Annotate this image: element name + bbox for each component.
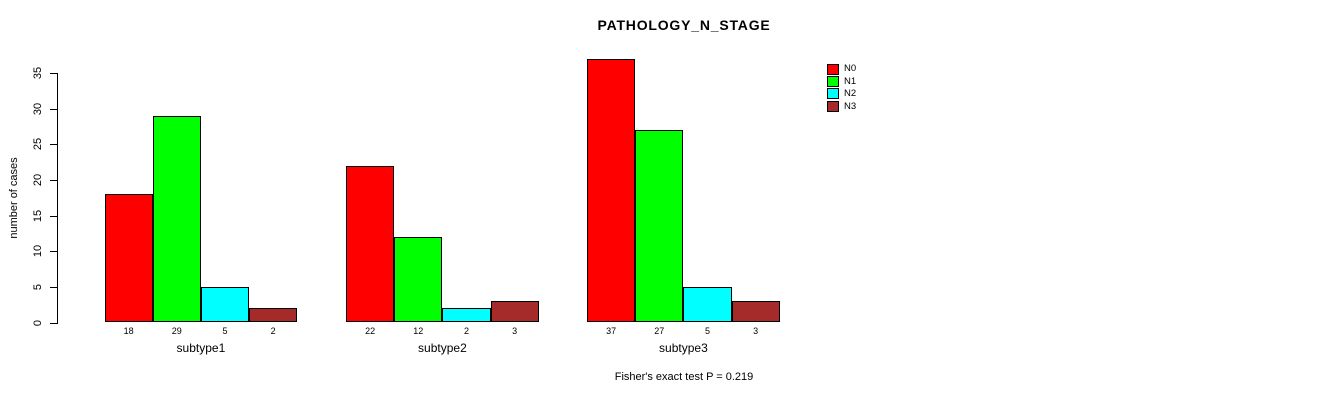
bar-value-label: 2 bbox=[270, 326, 276, 336]
fisher-test-annotation: Fisher's exact test P = 0.219 bbox=[614, 371, 754, 383]
y-tick-label: 30 bbox=[32, 102, 44, 115]
y-tick-mark bbox=[50, 73, 57, 74]
bar-N0-subtype1 bbox=[104, 194, 153, 323]
y-tick-label: 25 bbox=[32, 138, 44, 151]
bar-N2-subtype2 bbox=[442, 308, 491, 323]
bar-value-label: 12 bbox=[413, 326, 424, 336]
y-tick-mark bbox=[50, 108, 57, 110]
y-tick-label: 0 bbox=[32, 319, 44, 326]
legend-label-N2: N2 bbox=[844, 88, 857, 100]
bar-value-label: 3 bbox=[753, 326, 759, 336]
y-tick-label: 10 bbox=[32, 245, 44, 258]
y-tick-mark bbox=[50, 215, 57, 217]
y-axis-line bbox=[57, 73, 58, 324]
legend-label-N1: N1 bbox=[844, 75, 857, 87]
bar-value-label: 2 bbox=[463, 326, 469, 336]
bar-value-label: 18 bbox=[123, 326, 134, 336]
x-category-label-subtype2: subtype2 bbox=[418, 341, 467, 355]
bar-value-label: 37 bbox=[606, 326, 617, 336]
legend-label-N3: N3 bbox=[844, 100, 857, 112]
bar-N1-subtype3 bbox=[635, 130, 684, 323]
bar-value-label: 29 bbox=[171, 326, 182, 336]
bar-N0-subtype3 bbox=[587, 58, 636, 323]
y-tick-mark bbox=[50, 179, 57, 181]
bar-value-label: 27 bbox=[654, 326, 665, 336]
bar-N3-subtype2 bbox=[490, 301, 539, 323]
bar-N2-subtype3 bbox=[683, 286, 732, 323]
bar-value-label: 22 bbox=[365, 326, 376, 336]
legend: N0 N1 N2 N3 bbox=[827, 63, 856, 113]
bar-value-label: 3 bbox=[512, 326, 518, 336]
bar-value-label: 5 bbox=[222, 326, 228, 336]
y-tick-mark bbox=[50, 144, 57, 146]
y-tick-mark bbox=[50, 251, 57, 253]
bar-value-label: 5 bbox=[704, 326, 710, 336]
bar-N3-subtype1 bbox=[249, 308, 298, 323]
y-tick-label: 20 bbox=[32, 173, 44, 187]
y-tick-label: 5 bbox=[32, 283, 44, 290]
y-tick-label: 15 bbox=[32, 209, 44, 222]
x-category-label-subtype1: subtype1 bbox=[176, 341, 226, 355]
bar-N3-subtype3 bbox=[731, 301, 780, 323]
bar-N2-subtype1 bbox=[200, 286, 250, 323]
legend-swatch-N0 bbox=[827, 63, 839, 75]
legend-swatch-N1 bbox=[827, 76, 839, 88]
legend-swatch-N3 bbox=[827, 100, 839, 112]
legend-label-N0: N0 bbox=[844, 63, 857, 75]
legend-row-N0: N0 bbox=[827, 63, 856, 75]
legend-row-N3: N3 bbox=[827, 100, 856, 112]
bar-N1-subtype1 bbox=[152, 115, 201, 323]
chart-title: PATHOLOGY_N_STAGE bbox=[597, 17, 771, 33]
legend-swatch-N2 bbox=[827, 88, 839, 100]
bar-N1-subtype2 bbox=[394, 236, 443, 323]
x-category-label-subtype3: subtype3 bbox=[659, 341, 708, 355]
y-tick-label: 35 bbox=[32, 66, 44, 80]
legend-row-N2: N2 bbox=[827, 88, 856, 100]
bar-N0-subtype2 bbox=[346, 165, 395, 323]
legend-row-N1: N1 bbox=[827, 75, 857, 88]
y-tick-mark bbox=[50, 322, 57, 324]
y-tick-mark bbox=[50, 286, 57, 288]
